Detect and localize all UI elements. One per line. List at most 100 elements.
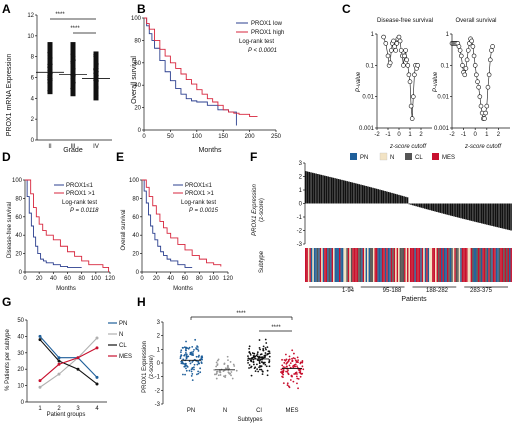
panel-c-dfs-point [403, 48, 408, 53]
panel-h-point [265, 365, 268, 368]
panel-c-dfs-point [415, 63, 421, 68]
panel-f-bar [332, 177, 335, 204]
panel-h-point [296, 382, 298, 385]
panel-f-subtype-stripe [445, 248, 447, 282]
panel-h-x-tick-label: N [223, 408, 227, 414]
panel-d-ylabel: Disease-free survival [7, 202, 13, 258]
panel-f-subtype-stripe [349, 248, 351, 282]
panel-f-bar [460, 203, 462, 219]
panel-f-subtype-stripe [321, 248, 323, 282]
panel-f-bar [434, 203, 436, 212]
panel-h-point [262, 349, 265, 351]
panel-label-c: C [342, 2, 351, 16]
panel-h-point [266, 369, 269, 372]
panel-f-subtype-stripe [375, 248, 378, 282]
panel-f-subtype-stripe [427, 248, 430, 282]
panel-h-point [219, 374, 222, 376]
panel-c-os-point [476, 84, 481, 90]
panel-e-x-tick-label: 40 [167, 276, 174, 282]
panel-f-subtype-stripe [451, 248, 453, 282]
panel-f-bar [341, 179, 343, 204]
panel-g-y-tick-label: 0 [21, 400, 25, 406]
panel-c-os-point [465, 48, 471, 53]
panel-g-point [95, 346, 99, 350]
panel-f-bar [392, 193, 395, 204]
panel-f-subtype-stripe [339, 248, 341, 282]
panel-f-bar [479, 203, 481, 223]
panel-e-xlabel: Months [173, 286, 193, 292]
panel-f-subtype-stripe [441, 248, 443, 282]
panel-h-point [179, 351, 182, 353]
panel-c-os-point [462, 72, 468, 78]
panel-f-bar [499, 203, 502, 229]
panel-c-dfs-x-tick-label: -1 [385, 132, 391, 138]
panel-c-dfs-x-tick-label: 1 [408, 132, 412, 138]
panel-f-subtype-stripe [387, 248, 390, 282]
panel-f-bar [475, 203, 478, 223]
panel-f-y-tick-label: -1 [297, 215, 303, 221]
panel-c-dfs-point [393, 48, 399, 53]
panel-h-point [297, 377, 300, 380]
panel-f-bar [470, 203, 473, 221]
panel-f-bar [365, 185, 367, 204]
panel-c-os-y-tick-label: 1 [446, 32, 450, 38]
panel-f-subtype-stripe [424, 248, 427, 282]
panel-f-bar [329, 176, 331, 204]
panel-h-point [196, 373, 198, 376]
panel-c-os-point [487, 57, 493, 63]
panel-f-bar [355, 183, 357, 204]
panel-c-os-point [475, 79, 480, 85]
panel-h-point [280, 368, 283, 371]
panel-f-bar [411, 203, 414, 206]
panel-f-bar [305, 171, 307, 204]
panel-g-point [38, 334, 42, 338]
panel-h-point [184, 349, 187, 351]
panel-f-bar [399, 195, 402, 204]
panel-f-subtype-stripe [377, 248, 379, 282]
panel-f-bar [322, 175, 324, 204]
panel-c-dfs-point [408, 103, 414, 109]
panel-e-test: Log-rank test [181, 200, 216, 206]
panel-h-point [185, 367, 187, 370]
panel-f-subtype-stripe [414, 248, 416, 282]
panel-f-bar [370, 187, 373, 204]
panel-h-ylabel-1: PROX1 Expression [142, 341, 148, 393]
panel-h-point [299, 372, 302, 375]
panel-h-point [222, 370, 225, 373]
panel-f-subtype-stripe [503, 248, 505, 282]
panel-h-point [190, 370, 193, 373]
panel-f-subtype-stripe [373, 248, 375, 282]
panel-h-point [288, 386, 291, 389]
panel-f-bar [379, 189, 381, 204]
panel-h-point [286, 371, 289, 373]
panel-h-point [194, 338, 197, 341]
panel-c-dfs-point [405, 63, 411, 68]
panel-c-os-point [470, 44, 476, 49]
panel-f-subtype-stripe [464, 248, 467, 282]
panel-e-pvalue: P = 0.0015 [189, 208, 219, 214]
panel-b-legend-low: PROX1 low [251, 21, 283, 27]
panel-h-point [255, 354, 258, 357]
panel-c-os-point [472, 63, 478, 68]
panel-f-subtype-stripe [313, 248, 316, 282]
panel-h-point [188, 360, 191, 363]
panel-f-subtype-stripe [438, 248, 440, 282]
panel-h-point [297, 387, 299, 390]
panel-f-subtype-stripe [446, 248, 449, 282]
panel-b-y-tick-label: 60 [134, 61, 141, 67]
panel-h-point [296, 365, 298, 368]
panel-f-bar [330, 177, 333, 204]
panel-h-point [188, 346, 191, 349]
panel-f-subtype-stripe [483, 248, 486, 282]
panel-c-os-point [490, 44, 495, 49]
panel-h-point [215, 361, 218, 364]
panel-h-point [223, 362, 226, 365]
panel-h-point [226, 355, 229, 358]
panel-f-subtype-stripe [482, 248, 484, 282]
panel-h-point [258, 355, 261, 358]
panel-b-ylabel: Overall survival [131, 56, 138, 104]
panel-f-bar [456, 203, 459, 218]
panel-d-legend-1: PROX1≤1 [66, 183, 94, 189]
panel-f-subtype-stripe [315, 248, 317, 282]
panel-f-subtype-stripe [341, 248, 344, 282]
